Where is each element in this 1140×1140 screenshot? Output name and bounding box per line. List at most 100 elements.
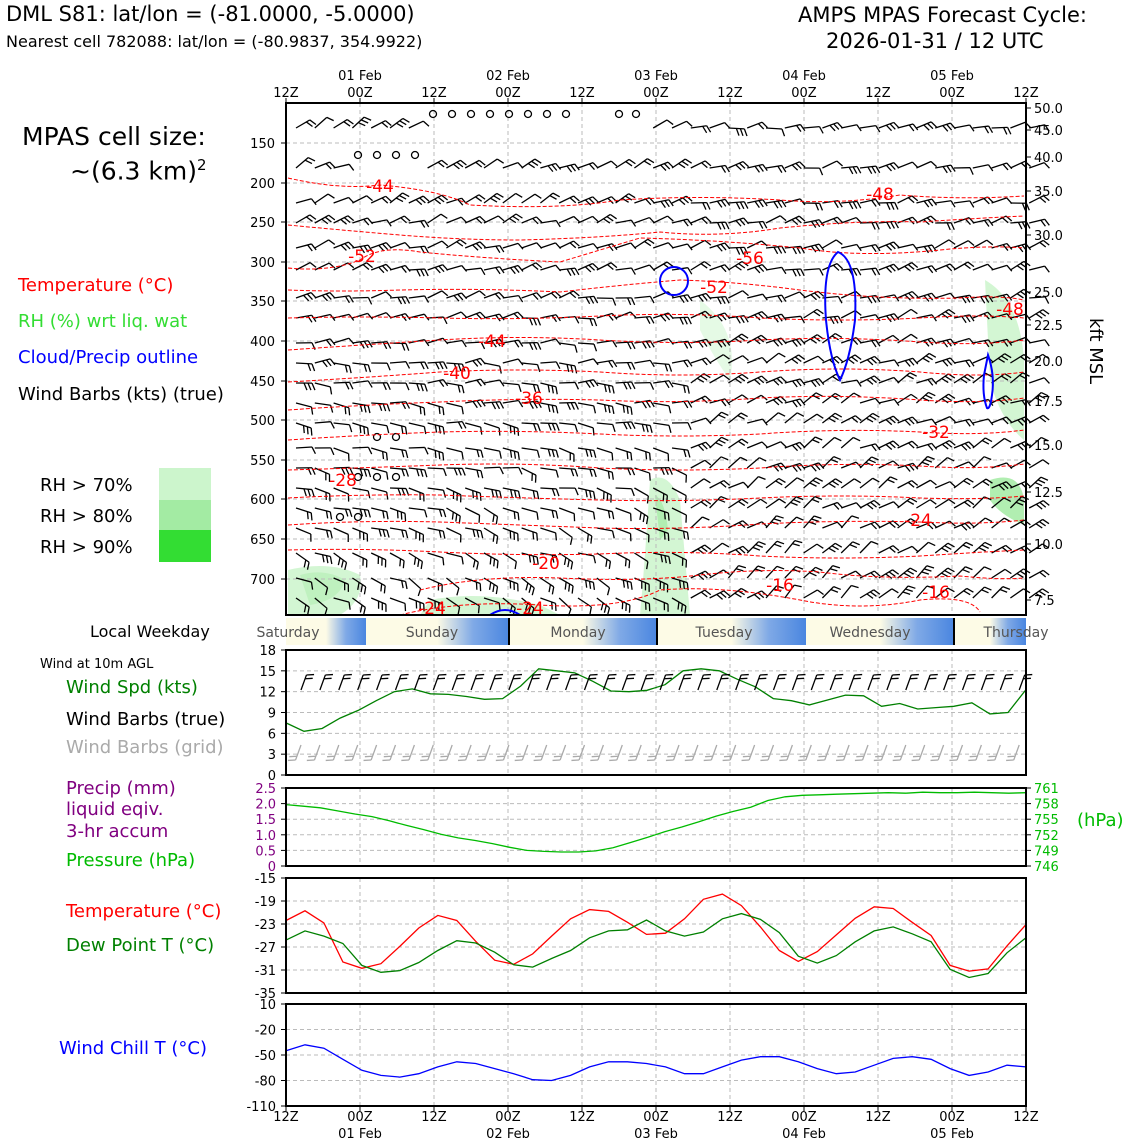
barb-staff bbox=[671, 218, 688, 224]
barb-feather bbox=[386, 362, 391, 371]
wind-barb bbox=[690, 459, 712, 469]
wind-barb bbox=[502, 339, 524, 348]
wind-barb bbox=[728, 545, 750, 556]
barb-feather bbox=[534, 755, 543, 758]
barb-feather bbox=[453, 363, 458, 371]
wind-barb bbox=[408, 527, 425, 543]
wind-barb bbox=[671, 527, 690, 540]
barb-feather bbox=[415, 531, 417, 539]
x-tick-label: 12Z bbox=[569, 1110, 595, 1125]
barb-feather bbox=[667, 453, 670, 462]
barb-staff bbox=[747, 220, 764, 224]
wind-barb bbox=[840, 436, 861, 449]
barb-feather bbox=[867, 296, 873, 304]
barb-feather bbox=[984, 126, 990, 134]
barb-feather bbox=[308, 755, 316, 758]
wind-barb bbox=[671, 243, 693, 251]
y-right-tick-label: 20.0 bbox=[1034, 355, 1063, 370]
wind-barb bbox=[427, 527, 446, 539]
barb-feather bbox=[683, 295, 689, 303]
barb-feather bbox=[743, 247, 749, 255]
y-tick-label: 3 bbox=[268, 748, 276, 763]
barb-staff bbox=[916, 265, 933, 271]
barb-feather bbox=[517, 428, 520, 436]
wind-barb bbox=[878, 313, 900, 323]
barb-feather bbox=[722, 354, 730, 360]
barb-staff bbox=[446, 447, 463, 453]
barb-feather bbox=[623, 422, 628, 430]
barb-feather bbox=[547, 384, 551, 393]
barb-feather bbox=[911, 545, 919, 552]
barb-feather bbox=[569, 537, 573, 545]
barb-feather bbox=[441, 240, 449, 247]
barb-feather bbox=[904, 465, 911, 472]
barb-feather bbox=[703, 759, 712, 762]
wind-barb bbox=[314, 214, 336, 225]
wind-barb bbox=[803, 543, 824, 554]
barb-staff bbox=[521, 487, 538, 493]
barb-feather bbox=[593, 555, 597, 564]
barb-staff bbox=[540, 314, 557, 319]
barb-feather bbox=[607, 197, 614, 205]
barb-staff bbox=[502, 507, 519, 514]
barb-feather bbox=[853, 392, 861, 398]
wind-barb bbox=[859, 477, 880, 489]
barb-staff bbox=[897, 393, 912, 404]
barb-staff bbox=[464, 487, 481, 494]
wind-barb bbox=[408, 295, 430, 303]
wind-barb bbox=[483, 158, 505, 169]
barb-feather bbox=[453, 163, 460, 170]
barb-feather bbox=[667, 215, 674, 222]
barb-feather bbox=[517, 583, 519, 592]
barb-feather bbox=[383, 755, 392, 758]
barb-feather bbox=[460, 159, 467, 166]
barb-staff bbox=[746, 394, 762, 404]
barb-feather bbox=[555, 405, 559, 414]
wind-barb bbox=[709, 519, 730, 529]
barb-staff bbox=[408, 295, 425, 299]
barb-feather bbox=[344, 759, 353, 762]
barb-feather bbox=[875, 199, 881, 206]
barb-staff bbox=[295, 362, 313, 365]
barb-feather bbox=[799, 755, 808, 758]
barb-feather bbox=[1040, 219, 1046, 227]
barb-feather bbox=[923, 200, 930, 208]
barb-feather bbox=[947, 677, 956, 680]
barb-feather bbox=[348, 365, 352, 374]
barb-feather bbox=[885, 444, 893, 450]
wind-barb bbox=[784, 291, 806, 299]
barb-feather bbox=[610, 494, 612, 503]
wind-barb bbox=[803, 308, 824, 319]
wind-barb bbox=[295, 422, 313, 436]
barb-feather bbox=[366, 262, 373, 269]
barb-feather bbox=[855, 290, 862, 297]
barb-staff bbox=[728, 520, 743, 529]
barb-feather bbox=[682, 531, 686, 539]
wind-barb bbox=[357, 673, 371, 691]
wind-barb bbox=[991, 162, 1013, 171]
barb-staff bbox=[784, 477, 798, 489]
barb-feather bbox=[829, 124, 836, 132]
barb-staff bbox=[352, 597, 366, 608]
barb-feather bbox=[704, 160, 712, 167]
barb-feather bbox=[912, 243, 919, 251]
wind-barb bbox=[709, 121, 731, 129]
barb-staff bbox=[859, 456, 873, 469]
barb-feather bbox=[480, 399, 486, 407]
wind-barb bbox=[859, 521, 881, 530]
barb-staff bbox=[464, 507, 480, 516]
barb-feather bbox=[987, 164, 994, 172]
wind-barb bbox=[953, 359, 975, 368]
wind-barb bbox=[314, 382, 333, 395]
barb-staff bbox=[314, 507, 331, 513]
barb-feather bbox=[1042, 353, 1050, 360]
barb-staff bbox=[502, 192, 517, 204]
barb-feather bbox=[818, 203, 824, 211]
barb-feather bbox=[600, 602, 604, 611]
barb-feather bbox=[836, 502, 844, 509]
wind-barb bbox=[991, 353, 1012, 364]
temperature-line bbox=[285, 893, 1027, 972]
barb-staff bbox=[878, 359, 895, 364]
barb-staff bbox=[1028, 436, 1042, 449]
barb-staff bbox=[840, 392, 855, 404]
